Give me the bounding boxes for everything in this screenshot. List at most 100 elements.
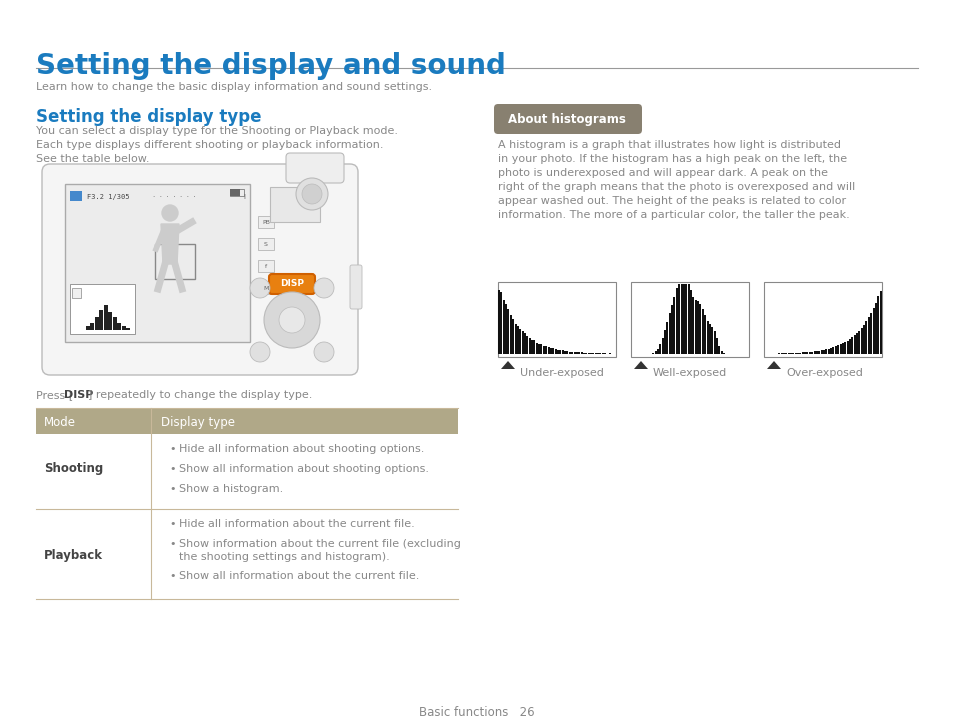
Bar (678, 284, 679, 354)
Bar (497, 289, 499, 354)
Bar (270, 187, 319, 222)
Circle shape (295, 178, 328, 210)
Bar (526, 336, 528, 354)
Text: You can select a display type for the Shooting or Playback mode.: You can select a display type for the Sh… (36, 126, 397, 136)
Bar (654, 351, 656, 354)
Bar (104, 305, 108, 330)
Text: PB: PB (262, 220, 270, 225)
Text: ] repeatedly to change the display type.: ] repeatedly to change the display type. (88, 390, 312, 400)
Text: I: I (243, 194, 245, 200)
Bar (554, 348, 556, 354)
Bar (803, 352, 805, 354)
Text: F3.2 1/305: F3.2 1/305 (87, 194, 130, 200)
Bar (523, 333, 525, 354)
Bar (65, 184, 250, 342)
Text: Display type: Display type (161, 416, 234, 429)
Text: •: • (169, 539, 175, 549)
Bar (872, 308, 874, 354)
Bar (112, 318, 117, 330)
Text: See the table below.: See the table below. (36, 154, 150, 164)
Bar (827, 348, 829, 354)
Bar (652, 353, 654, 354)
Bar (154, 244, 194, 279)
Bar (841, 343, 843, 354)
Text: the shooting settings and histogram).: the shooting settings and histogram). (179, 552, 390, 562)
Bar (589, 353, 592, 354)
Circle shape (162, 205, 178, 221)
Bar (576, 352, 578, 354)
Text: information. The more of a particular color, the taller the peak.: information. The more of a particular co… (497, 210, 849, 220)
Bar (670, 305, 673, 354)
Circle shape (314, 342, 334, 362)
Bar (675, 288, 678, 354)
Bar (711, 327, 713, 354)
FancyBboxPatch shape (350, 265, 361, 309)
Polygon shape (634, 361, 647, 369)
Bar (537, 343, 539, 354)
Bar (531, 340, 533, 354)
Bar (536, 343, 537, 354)
Bar (592, 353, 594, 354)
Text: Over-exposed: Over-exposed (785, 368, 862, 378)
Text: DISP: DISP (64, 390, 93, 400)
Bar (549, 348, 552, 354)
Circle shape (278, 307, 305, 333)
Bar (694, 300, 696, 354)
Bar (71, 288, 81, 298)
Text: Basic functions   26: Basic functions 26 (418, 706, 535, 719)
Text: in your photo. If the histogram has a high peak on the left, the: in your photo. If the histogram has a hi… (497, 154, 846, 164)
Bar (557, 350, 558, 354)
Bar (843, 342, 845, 354)
Bar (230, 189, 240, 196)
Text: Show all information about the current file.: Show all information about the current f… (179, 571, 419, 581)
Text: •: • (169, 571, 175, 581)
Bar (117, 323, 121, 330)
Bar (794, 353, 796, 354)
Bar (497, 282, 616, 357)
Bar (689, 290, 691, 354)
Bar (848, 339, 850, 354)
Bar (547, 347, 549, 354)
Text: •: • (169, 519, 175, 529)
Bar (708, 324, 710, 354)
Bar (568, 351, 570, 354)
Bar (504, 305, 507, 354)
Bar (850, 337, 852, 354)
Polygon shape (500, 361, 515, 369)
Text: Show a histogram.: Show a histogram. (179, 484, 283, 494)
Circle shape (302, 184, 322, 204)
Bar (697, 302, 699, 354)
Circle shape (250, 342, 270, 362)
Bar (706, 320, 708, 354)
Bar (630, 282, 748, 357)
Text: appear washed out. The height of the peaks is related to color: appear washed out. The height of the pea… (497, 196, 845, 206)
Bar (858, 330, 860, 354)
Bar (499, 292, 502, 354)
Text: •: • (169, 444, 175, 454)
Bar (692, 297, 694, 354)
Bar (659, 344, 660, 354)
Text: Setting the display and sound: Setting the display and sound (36, 52, 505, 80)
Bar (763, 282, 882, 357)
Bar (701, 309, 703, 354)
Bar (86, 326, 90, 330)
Bar (70, 284, 135, 334)
Bar (834, 346, 836, 354)
Bar (668, 313, 670, 354)
Text: Mode: Mode (44, 416, 76, 429)
Text: M: M (263, 286, 269, 290)
Text: S: S (264, 241, 268, 246)
Text: About histograms: About histograms (507, 112, 625, 125)
Text: Under-exposed: Under-exposed (519, 368, 603, 378)
Bar (796, 353, 799, 354)
Bar (862, 325, 864, 354)
Bar (845, 341, 848, 354)
Bar (540, 344, 542, 354)
FancyBboxPatch shape (286, 153, 344, 183)
Bar (839, 344, 841, 354)
Bar (127, 328, 131, 330)
Bar (703, 315, 705, 354)
Polygon shape (161, 224, 179, 264)
Bar (257, 216, 274, 228)
Bar (789, 353, 791, 354)
